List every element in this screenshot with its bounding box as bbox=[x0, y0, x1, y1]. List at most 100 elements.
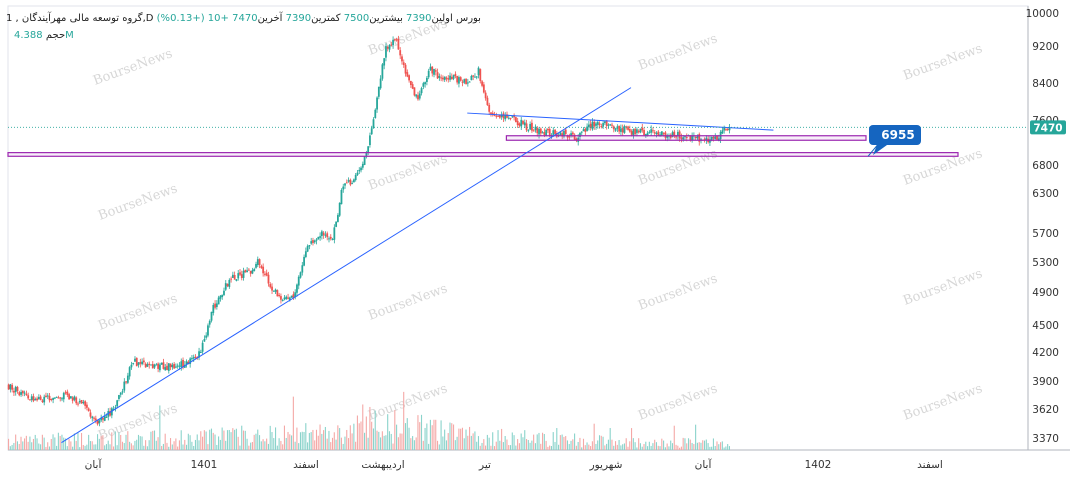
candle-body[interactable] bbox=[431, 66, 434, 74]
candle-body[interactable] bbox=[555, 133, 558, 137]
candle-body[interactable] bbox=[98, 420, 101, 424]
candle-body[interactable] bbox=[297, 276, 300, 286]
candle-body[interactable] bbox=[678, 131, 681, 139]
candle-body[interactable] bbox=[561, 133, 564, 137]
candle-body[interactable] bbox=[566, 135, 569, 138]
candle-body[interactable] bbox=[534, 126, 537, 131]
candle-body[interactable] bbox=[212, 304, 215, 313]
candle-body[interactable] bbox=[466, 82, 469, 84]
candle-body[interactable] bbox=[436, 72, 439, 79]
candle-body[interactable] bbox=[155, 364, 158, 366]
candle-body[interactable] bbox=[128, 367, 131, 377]
candle-body[interactable] bbox=[349, 179, 352, 185]
candle-body[interactable] bbox=[166, 365, 168, 370]
candle-body[interactable] bbox=[45, 395, 47, 398]
candle-body[interactable] bbox=[393, 39, 396, 41]
candle-body[interactable] bbox=[427, 70, 430, 78]
candle-body[interactable] bbox=[121, 391, 124, 393]
candle-body[interactable] bbox=[579, 132, 581, 137]
candle-body[interactable] bbox=[313, 240, 316, 243]
candle-body[interactable] bbox=[684, 136, 686, 138]
candle-body[interactable] bbox=[490, 112, 492, 114]
candle-body[interactable] bbox=[589, 123, 592, 128]
candle-body[interactable] bbox=[221, 294, 224, 298]
candle-body[interactable] bbox=[482, 84, 485, 93]
candle-body[interactable] bbox=[415, 94, 418, 97]
candle-body[interactable] bbox=[497, 115, 499, 117]
candle-body[interactable] bbox=[417, 95, 419, 100]
candle-body[interactable] bbox=[474, 76, 476, 78]
candle-body[interactable] bbox=[77, 403, 79, 405]
candle-body[interactable] bbox=[618, 125, 621, 132]
candle-body[interactable] bbox=[126, 375, 129, 383]
candle-body[interactable] bbox=[235, 279, 238, 281]
candle-body[interactable] bbox=[37, 397, 40, 399]
candle-body[interactable] bbox=[219, 295, 222, 299]
candle-body[interactable] bbox=[173, 363, 176, 369]
candle-body[interactable] bbox=[424, 82, 427, 85]
candle-body[interactable] bbox=[527, 130, 530, 132]
candle-body[interactable] bbox=[171, 364, 174, 368]
candle-body[interactable] bbox=[248, 269, 250, 271]
candle-body[interactable] bbox=[288, 297, 291, 301]
candle-body[interactable] bbox=[411, 84, 414, 89]
candle-body[interactable] bbox=[602, 123, 605, 127]
candle-body[interactable] bbox=[468, 81, 471, 83]
candle-body[interactable] bbox=[285, 296, 288, 299]
candle-body[interactable] bbox=[465, 78, 467, 85]
candle-body[interactable] bbox=[94, 418, 97, 421]
candle-body[interactable] bbox=[646, 132, 649, 136]
candle-body[interactable] bbox=[374, 109, 377, 119]
candle-body[interactable] bbox=[310, 241, 313, 244]
candle-body[interactable] bbox=[723, 127, 726, 131]
candle-body[interactable] bbox=[112, 408, 115, 410]
candle-body[interactable] bbox=[456, 76, 459, 83]
candle-body[interactable] bbox=[11, 385, 14, 390]
candle-body[interactable] bbox=[290, 295, 293, 298]
candle-body[interactable] bbox=[86, 404, 88, 408]
candle-body[interactable] bbox=[198, 351, 200, 358]
candle-body[interactable] bbox=[536, 127, 539, 134]
candle-body[interactable] bbox=[23, 392, 26, 394]
candle-body[interactable] bbox=[39, 396, 42, 400]
candle-body[interactable] bbox=[440, 77, 443, 79]
candle-body[interactable] bbox=[728, 127, 731, 131]
candle-body[interactable] bbox=[676, 131, 679, 137]
candle-body[interactable] bbox=[25, 393, 28, 396]
candle-body[interactable] bbox=[36, 398, 38, 401]
candle-body[interactable] bbox=[214, 303, 216, 308]
candle-body[interactable] bbox=[634, 128, 637, 135]
candle-body[interactable] bbox=[281, 299, 284, 301]
candle-body[interactable] bbox=[370, 128, 373, 135]
candle-body[interactable] bbox=[192, 357, 195, 359]
candle-body[interactable] bbox=[62, 393, 65, 400]
candle-body[interactable] bbox=[256, 259, 259, 266]
candle-body[interactable] bbox=[418, 93, 421, 99]
candle-body[interactable] bbox=[434, 70, 437, 72]
candle-body[interactable] bbox=[630, 131, 633, 135]
candle-body[interactable] bbox=[274, 289, 277, 292]
candle-body[interactable] bbox=[709, 139, 711, 143]
candle-body[interactable] bbox=[500, 114, 503, 117]
candle-body[interactable] bbox=[276, 290, 279, 297]
candle-body[interactable] bbox=[249, 270, 252, 274]
candle-body[interactable] bbox=[53, 397, 56, 399]
candle-body[interactable] bbox=[329, 236, 332, 239]
candle-body[interactable] bbox=[326, 233, 329, 238]
candle-body[interactable] bbox=[217, 297, 220, 305]
candle-body[interactable] bbox=[100, 418, 103, 421]
candle-body[interactable] bbox=[278, 294, 281, 297]
candle-body[interactable] bbox=[493, 114, 496, 116]
candle-body[interactable] bbox=[258, 259, 261, 265]
candle-body[interactable] bbox=[360, 167, 362, 171]
candle-body[interactable] bbox=[185, 361, 188, 365]
candle-body[interactable] bbox=[614, 128, 617, 131]
candle-body[interactable] bbox=[303, 256, 305, 266]
candle-body[interactable] bbox=[157, 363, 160, 369]
candle-body[interactable] bbox=[315, 239, 318, 241]
candle-body[interactable] bbox=[283, 297, 286, 300]
candle-body[interactable] bbox=[628, 129, 631, 132]
candle-body[interactable] bbox=[481, 81, 483, 86]
candle-body[interactable] bbox=[463, 79, 466, 83]
candle-body[interactable] bbox=[609, 124, 612, 126]
